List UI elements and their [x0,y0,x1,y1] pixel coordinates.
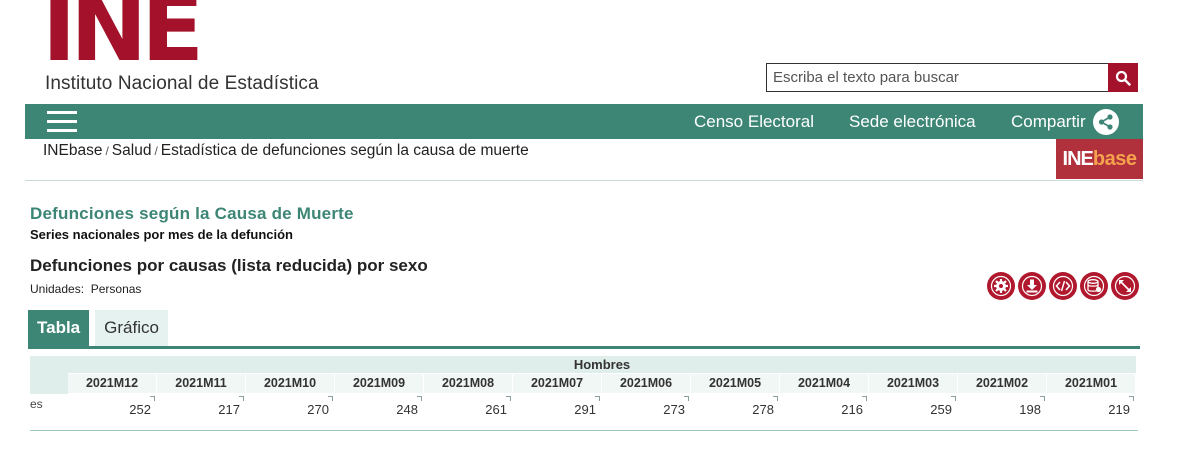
breadcrumb: INEbase / Salud / Estadística de defunciones… [43,142,529,159]
logo-text: INE [42,0,198,64]
cell-value: 270 [307,402,329,417]
cell-value: 219 [1108,402,1130,417]
table-cell: 248 [335,396,424,422]
cell-note-marker [595,396,600,401]
divider [25,180,1143,181]
search-button[interactable] [1108,63,1138,92]
nav-censo-electoral[interactable]: Censo Electoral [694,112,815,131]
cell-note-marker [150,396,155,401]
table-cell: 217 [157,396,246,422]
cell-value: 217 [218,402,240,417]
table-cell: 252 [68,396,157,422]
column-header[interactable]: 2021M07 [513,374,602,393]
cell-note-marker [1129,396,1134,401]
cell-note-marker [951,396,956,401]
cell-note-marker [506,396,511,401]
row-label: es [30,397,43,411]
code-icon [1052,275,1074,297]
column-header[interactable]: 2021M03 [869,374,958,393]
breadcrumb-current: Estadística de defunciones según la caus… [160,142,529,159]
nav-sede-electronica[interactable]: Sede electrónica [849,112,976,131]
cell-value: 273 [663,402,685,417]
cell-note-marker [239,396,244,401]
group-header-hombres: Hombres [68,356,1136,373]
cell-value: 291 [574,402,596,417]
table-actions [987,272,1139,300]
table-title: Defunciones por causas (lista reducida) … [30,256,428,275]
table-cell: 278 [691,396,780,422]
settings-button[interactable] [987,272,1015,300]
column-header[interactable]: 2021M11 [157,374,246,393]
page-title: Defunciones según la Causa de Muerte [30,204,354,223]
expand-icon [1114,275,1136,297]
inebase-logo[interactable]: INE base [1056,139,1143,179]
search-icon [1115,70,1131,86]
main-nav: Censo Electoral Sede electrónica Compart… [25,104,1143,139]
table-cell: 273 [602,396,691,422]
embed-button[interactable] [1049,272,1077,300]
cell-note-marker [684,396,689,401]
ine-logo[interactable]: INE [42,0,222,64]
gear-icon [990,275,1012,297]
cell-value: 252 [129,402,151,417]
view-tabs: Tabla Gráfico [28,310,168,346]
tab-grafico[interactable]: Gráfico [95,310,168,346]
share-icon[interactable] [1093,109,1119,135]
column-header[interactable]: 2021M05 [691,374,780,393]
cell-value: 198 [1019,402,1041,417]
search-bar [766,63,1138,92]
cell-value: 216 [841,402,863,417]
column-header[interactable]: 2021M10 [246,374,335,393]
database-icon [1083,275,1105,297]
column-headers: 2021M12 2021M11 2021M10 2021M09 2021M08 2021M… [68,374,1136,393]
nav-compartir[interactable]: Compartir [1011,112,1086,131]
breadcrumb-inebase[interactable]: INEbase [43,142,103,159]
breadcrumb-salud[interactable]: Salud [111,142,152,159]
table-cell: 219 [1047,396,1136,422]
column-header[interactable]: 2021M02 [958,374,1047,393]
cell-value: 248 [396,402,418,417]
fullscreen-button[interactable] [1111,272,1139,300]
table-bottom-border [30,430,1138,431]
database-button[interactable] [1080,272,1108,300]
table-cell: 291 [513,396,602,422]
table-cell: 270 [246,396,335,422]
table-cell: 198 [958,396,1047,422]
units-value: Personas [90,282,142,296]
column-header[interactable]: 2021M12 [68,374,157,393]
tab-underline [28,346,1140,349]
cell-note-marker [862,396,867,401]
column-header[interactable]: 2021M06 [602,374,691,393]
column-header[interactable]: 2021M08 [424,374,513,393]
table-cell: 261 [424,396,513,422]
cell-note-marker [1040,396,1045,401]
download-icon [1021,275,1043,297]
cell-note-marker [417,396,422,401]
search-input[interactable] [766,63,1108,92]
tab-tabla[interactable]: Tabla [28,310,90,346]
cell-note-marker [328,396,333,401]
page-subtitle: Series nacionales por mes de la defunció… [30,227,293,242]
cell-value: 261 [485,402,507,417]
column-header[interactable]: 2021M09 [335,374,424,393]
download-button[interactable] [1018,272,1046,300]
table-cell: 259 [869,396,958,422]
table-cell: 216 [780,396,869,422]
menu-icon[interactable] [47,111,77,133]
column-header[interactable]: 2021M04 [780,374,869,393]
table-row: 252 217 270 248 261 291 273 278 216 259 198 219 [68,396,1136,422]
row-header-cell [30,356,68,394]
units-label: Unidades: Personas [30,282,142,296]
institution-name: Instituto Nacional de Estadística [45,73,319,94]
cell-note-marker [773,396,778,401]
cell-value: 259 [930,402,952,417]
column-header[interactable]: 2021M01 [1047,374,1136,393]
cell-value: 278 [752,402,774,417]
